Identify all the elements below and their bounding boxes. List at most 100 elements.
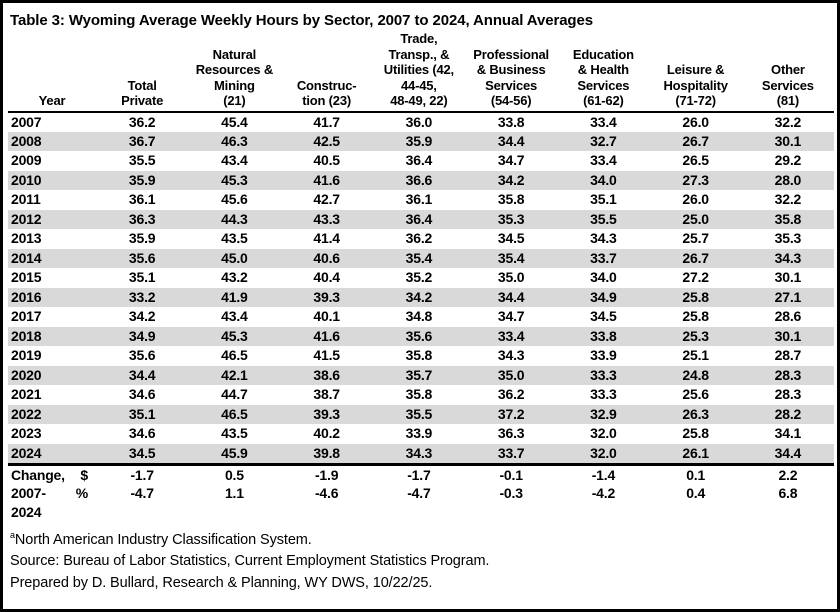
year-cell: 2023 xyxy=(11,425,42,442)
table-row: 2016 33.2 41.9 39.3 34.2 34.4 34.9 25.8 27.1 xyxy=(8,287,834,307)
change-value-cell: -1.7 xyxy=(130,466,154,483)
value-cell: 34.9 xyxy=(128,327,156,344)
value-cell: 45.6 xyxy=(221,191,248,208)
table-row: 2008 36.7 46.3 42.5 35.9 34.4 32.7 26.7 30.1 xyxy=(8,131,834,151)
value-cell: 35.9 xyxy=(128,171,156,188)
table-row: 2007 36.2 45.4 41.7 36.0 33.8 33.4 26.0 32.2 xyxy=(8,112,834,132)
value-cell: 35.4 xyxy=(497,249,525,266)
value-cell: 26.0 xyxy=(682,191,709,208)
column-header-education-health: Education & Health Services (61-62) xyxy=(557,31,650,113)
value-cell: 36.2 xyxy=(497,386,525,403)
value-cell: 39.3 xyxy=(313,288,340,305)
value-cell: 45.4 xyxy=(221,113,248,130)
value-cell: 35.6 xyxy=(128,249,156,266)
column-header-leisure-hospitality: Leisure & Hospitality (71-72) xyxy=(649,31,742,113)
value-cell: 25.3 xyxy=(682,327,709,344)
value-cell: 33.9 xyxy=(405,425,433,442)
change-value-cell: -0.3 xyxy=(499,485,523,501)
year-cell: 2009 xyxy=(11,152,42,169)
value-cell: 33.9 xyxy=(590,347,617,364)
value-cell: 35.1 xyxy=(128,405,156,422)
table-body: 2007 36.2 45.4 41.7 36.0 33.8 33.4 26.0 32.2 2008… xyxy=(8,112,834,466)
value-cell: 35.5 xyxy=(128,152,156,169)
change-value-cell: -1.9 xyxy=(314,466,339,483)
value-cell: 32.2 xyxy=(774,113,802,130)
year-cell: 2022 xyxy=(11,405,42,422)
value-cell: 45.9 xyxy=(188,443,281,466)
table-row: 2018 34.9 45.3 41.6 35.6 33.4 33.8 25.3 30.1 xyxy=(8,326,834,346)
table-row: 2020 34.4 42.1 38.6 35.7 35.0 33.3 24.8 28.3 xyxy=(8,365,834,385)
change-value-cell: -4.7 xyxy=(130,485,154,501)
value-cell: 42.1 xyxy=(221,366,248,383)
value-cell: 35.8 xyxy=(774,210,802,227)
change-row-percent: 2007- % -4.7 1.1 -4.6 -4.7 -0.3 -4.2 0.4… xyxy=(8,484,834,503)
change-row-tail: 2024 xyxy=(8,503,834,521)
value-cell: 25.8 xyxy=(682,288,709,305)
column-header-natural-resources-mining: Natural Resources & Mining (21) xyxy=(188,31,281,113)
value-cell: 34.8 xyxy=(405,308,433,325)
value-cell: 34.4 xyxy=(497,132,525,149)
footnote-prepared: Prepared by D. Bullard, Research & Plann… xyxy=(10,574,433,591)
value-cell: 26.5 xyxy=(682,152,709,169)
value-cell: 30.1 xyxy=(774,132,802,149)
value-cell: 35.2 xyxy=(405,269,433,286)
change-unit-dollar: $ xyxy=(80,466,88,483)
value-cell: 34.5 xyxy=(96,443,189,466)
value-cell: 34.5 xyxy=(590,308,617,325)
change-value-cell: -4.7 xyxy=(407,485,431,501)
value-cell: 32.7 xyxy=(590,132,617,149)
value-cell: 29.2 xyxy=(774,152,802,169)
value-cell: 34.7 xyxy=(497,308,525,325)
table-row: 2015 35.1 43.2 40.4 35.2 35.0 34.0 27.2 30.1 xyxy=(8,268,834,288)
value-cell: 34.6 xyxy=(128,386,156,403)
value-cell: 44.7 xyxy=(221,386,248,403)
value-cell: 33.4 xyxy=(497,327,525,344)
table-row: 2014 35.6 45.0 40.6 35.4 35.4 33.7 26.7 34.3 xyxy=(8,248,834,268)
value-cell: 34.4 xyxy=(741,443,834,466)
change-unit-percent: % xyxy=(75,485,88,501)
value-cell: 25.8 xyxy=(682,308,709,325)
value-cell: 33.3 xyxy=(590,366,617,383)
value-cell: 30.1 xyxy=(774,269,802,286)
value-cell: 27.3 xyxy=(682,171,709,188)
value-cell: 34.3 xyxy=(774,249,802,266)
value-cell: 41.7 xyxy=(313,113,340,130)
table-row: 2011 36.1 45.6 42.7 36.1 35.8 35.1 26.0 32.2 xyxy=(8,190,834,210)
value-cell: 38.6 xyxy=(313,366,340,383)
table-row: 2009 35.5 43.4 40.5 36.4 34.7 33.4 26.5 29.2 xyxy=(8,151,834,171)
year-cell: 2011 xyxy=(11,191,41,208)
value-cell: 28.7 xyxy=(774,347,802,364)
year-cell: 2017 xyxy=(11,308,42,325)
value-cell: 25.8 xyxy=(682,425,709,442)
value-cell: 25.6 xyxy=(682,386,709,403)
year-cell: 2019 xyxy=(11,347,42,364)
year-cell: 2012 xyxy=(11,210,42,227)
value-cell: 26.0 xyxy=(682,113,709,130)
value-cell: 33.2 xyxy=(128,288,156,305)
value-cell: 35.0 xyxy=(497,269,525,286)
footnote-source: Source: Bureau of Labor Statistics, Curr… xyxy=(10,553,490,569)
year-cell: 2007 xyxy=(11,113,42,130)
table-row: 2019 35.6 46.5 41.5 35.8 34.3 33.9 25.1 28.7 xyxy=(8,346,834,366)
change-value-cell: -4.6 xyxy=(314,485,339,501)
change-value-cell: -4.2 xyxy=(591,485,616,501)
value-cell: 27.1 xyxy=(774,288,802,305)
change-value-cell: -1.4 xyxy=(591,466,616,483)
value-cell: 36.3 xyxy=(497,425,525,442)
value-cell: 27.2 xyxy=(682,269,709,286)
change-value-cell: -0.1 xyxy=(499,466,523,483)
change-value-cell: 1.1 xyxy=(224,485,244,501)
change-value-cell: 0.4 xyxy=(686,485,706,501)
table-row: 2022 35.1 46.5 39.3 35.5 37.2 32.9 26.3 28.2 xyxy=(8,404,834,424)
value-cell: 26.3 xyxy=(682,405,709,422)
value-cell: 35.8 xyxy=(405,386,433,403)
value-cell: 40.2 xyxy=(313,425,340,442)
value-cell: 44.3 xyxy=(221,210,248,227)
column-header-total-private: Total Private xyxy=(96,31,189,113)
value-cell: 28.0 xyxy=(774,171,802,188)
value-cell: 36.4 xyxy=(405,152,433,169)
change-section: Change, $ -1.7 0.5 -1.9 -1.7 -0.1 -1.4 0… xyxy=(8,464,834,521)
value-cell: 36.7 xyxy=(128,132,156,149)
value-cell: 34.4 xyxy=(128,366,156,383)
